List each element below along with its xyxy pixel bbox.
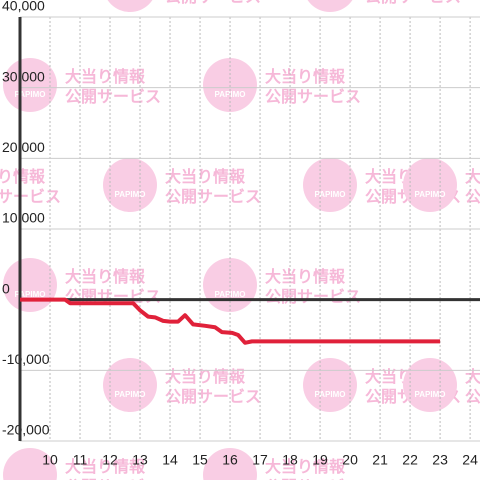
watermark-text: 公開サービス [0, 188, 61, 206]
watermark-text: 大当り情報 [65, 457, 146, 476]
y-tick-label: 0 [2, 280, 10, 296]
x-tick-label: 10 [42, 452, 58, 468]
watermark-text: 大当り情報 [465, 367, 480, 386]
watermark-brand: PAPIMO [15, 290, 46, 299]
watermark-logo [303, 158, 357, 212]
x-tick-label: 20 [342, 452, 358, 468]
watermark-text: 公開サービス [365, 0, 461, 6]
watermark-text: 公開サービス [265, 88, 361, 106]
watermark-logo [3, 58, 57, 112]
y-tick-label: 20,000 [2, 139, 45, 155]
watermark-logo [107, 0, 153, 12]
x-tick-label: 22 [402, 452, 418, 468]
watermark-text: 公開サービス [165, 388, 261, 406]
x-tick-label: 18 [282, 452, 298, 468]
x-tick-label: 12 [102, 452, 118, 468]
watermark-logo [403, 358, 457, 412]
x-tick-label: 16 [222, 452, 238, 468]
x-tick-label: 11 [73, 452, 88, 468]
y-tick-label: 40,000 [2, 0, 45, 14]
watermark-brand: PAPIMO [315, 190, 346, 199]
watermark-text: 公開サービス [165, 188, 261, 206]
watermark-logo [303, 358, 357, 412]
watermark-text: 大当り情報 [65, 267, 146, 286]
watermark-logo [403, 158, 457, 212]
x-tick-label: 24 [462, 452, 478, 468]
y-tick-label: 30,000 [2, 68, 45, 84]
watermark-text: 公開サービス [265, 288, 361, 306]
watermark-text: 大当り情報 [65, 67, 146, 86]
watermark-text: 大当り情報 [165, 167, 246, 186]
watermark-brand: PAPIMO [415, 190, 446, 199]
watermark-text: 大当り情報 [265, 267, 346, 286]
x-tick-label: 23 [432, 452, 448, 468]
watermark-brand: PAPIMO [115, 390, 146, 399]
watermark-text: 公開サービス [65, 88, 161, 106]
watermark-brand: PAPIMO [315, 390, 346, 399]
watermark-brand: PAPIMO [415, 390, 446, 399]
watermark-logo [203, 448, 257, 480]
watermark-text: 大当り情報 [265, 457, 346, 476]
watermark-text: 大当り情報 [465, 167, 480, 186]
x-tick-label: 15 [192, 452, 208, 468]
y-tick-label: -20,000 [2, 422, 50, 438]
y-tick-label: 10,000 [2, 210, 45, 226]
watermark-logo [103, 358, 157, 412]
watermark-logo [3, 258, 57, 312]
x-tick-label: 14 [162, 452, 178, 468]
watermark-text: 公開サービス [165, 0, 261, 6]
line-series [20, 297, 441, 345]
x-tick-label: 13 [132, 452, 148, 468]
x-tick-label: 17 [252, 452, 268, 468]
watermark-logo [3, 448, 57, 480]
x-tick-label: 21 [372, 452, 388, 468]
y-tick-label: -10,000 [2, 351, 50, 367]
watermark-text: 大当り情報 [265, 67, 346, 86]
watermark-brand: PAPIMO [15, 90, 46, 99]
x-tick-label: 19 [312, 452, 328, 468]
watermark-brand: PAPIMO [115, 190, 146, 199]
watermark-text: 公開サービス [265, 478, 361, 480]
watermark-text: 大当り情報 [0, 167, 46, 186]
watermark-text: 公開サービス [65, 478, 161, 480]
watermark-logo [103, 158, 157, 212]
watermark-text: 公開サービス [465, 388, 480, 406]
watermark-text: 公開サービス [465, 188, 480, 206]
watermark-logo [307, 0, 353, 12]
watermark-text: 大当り情報 [165, 367, 246, 386]
